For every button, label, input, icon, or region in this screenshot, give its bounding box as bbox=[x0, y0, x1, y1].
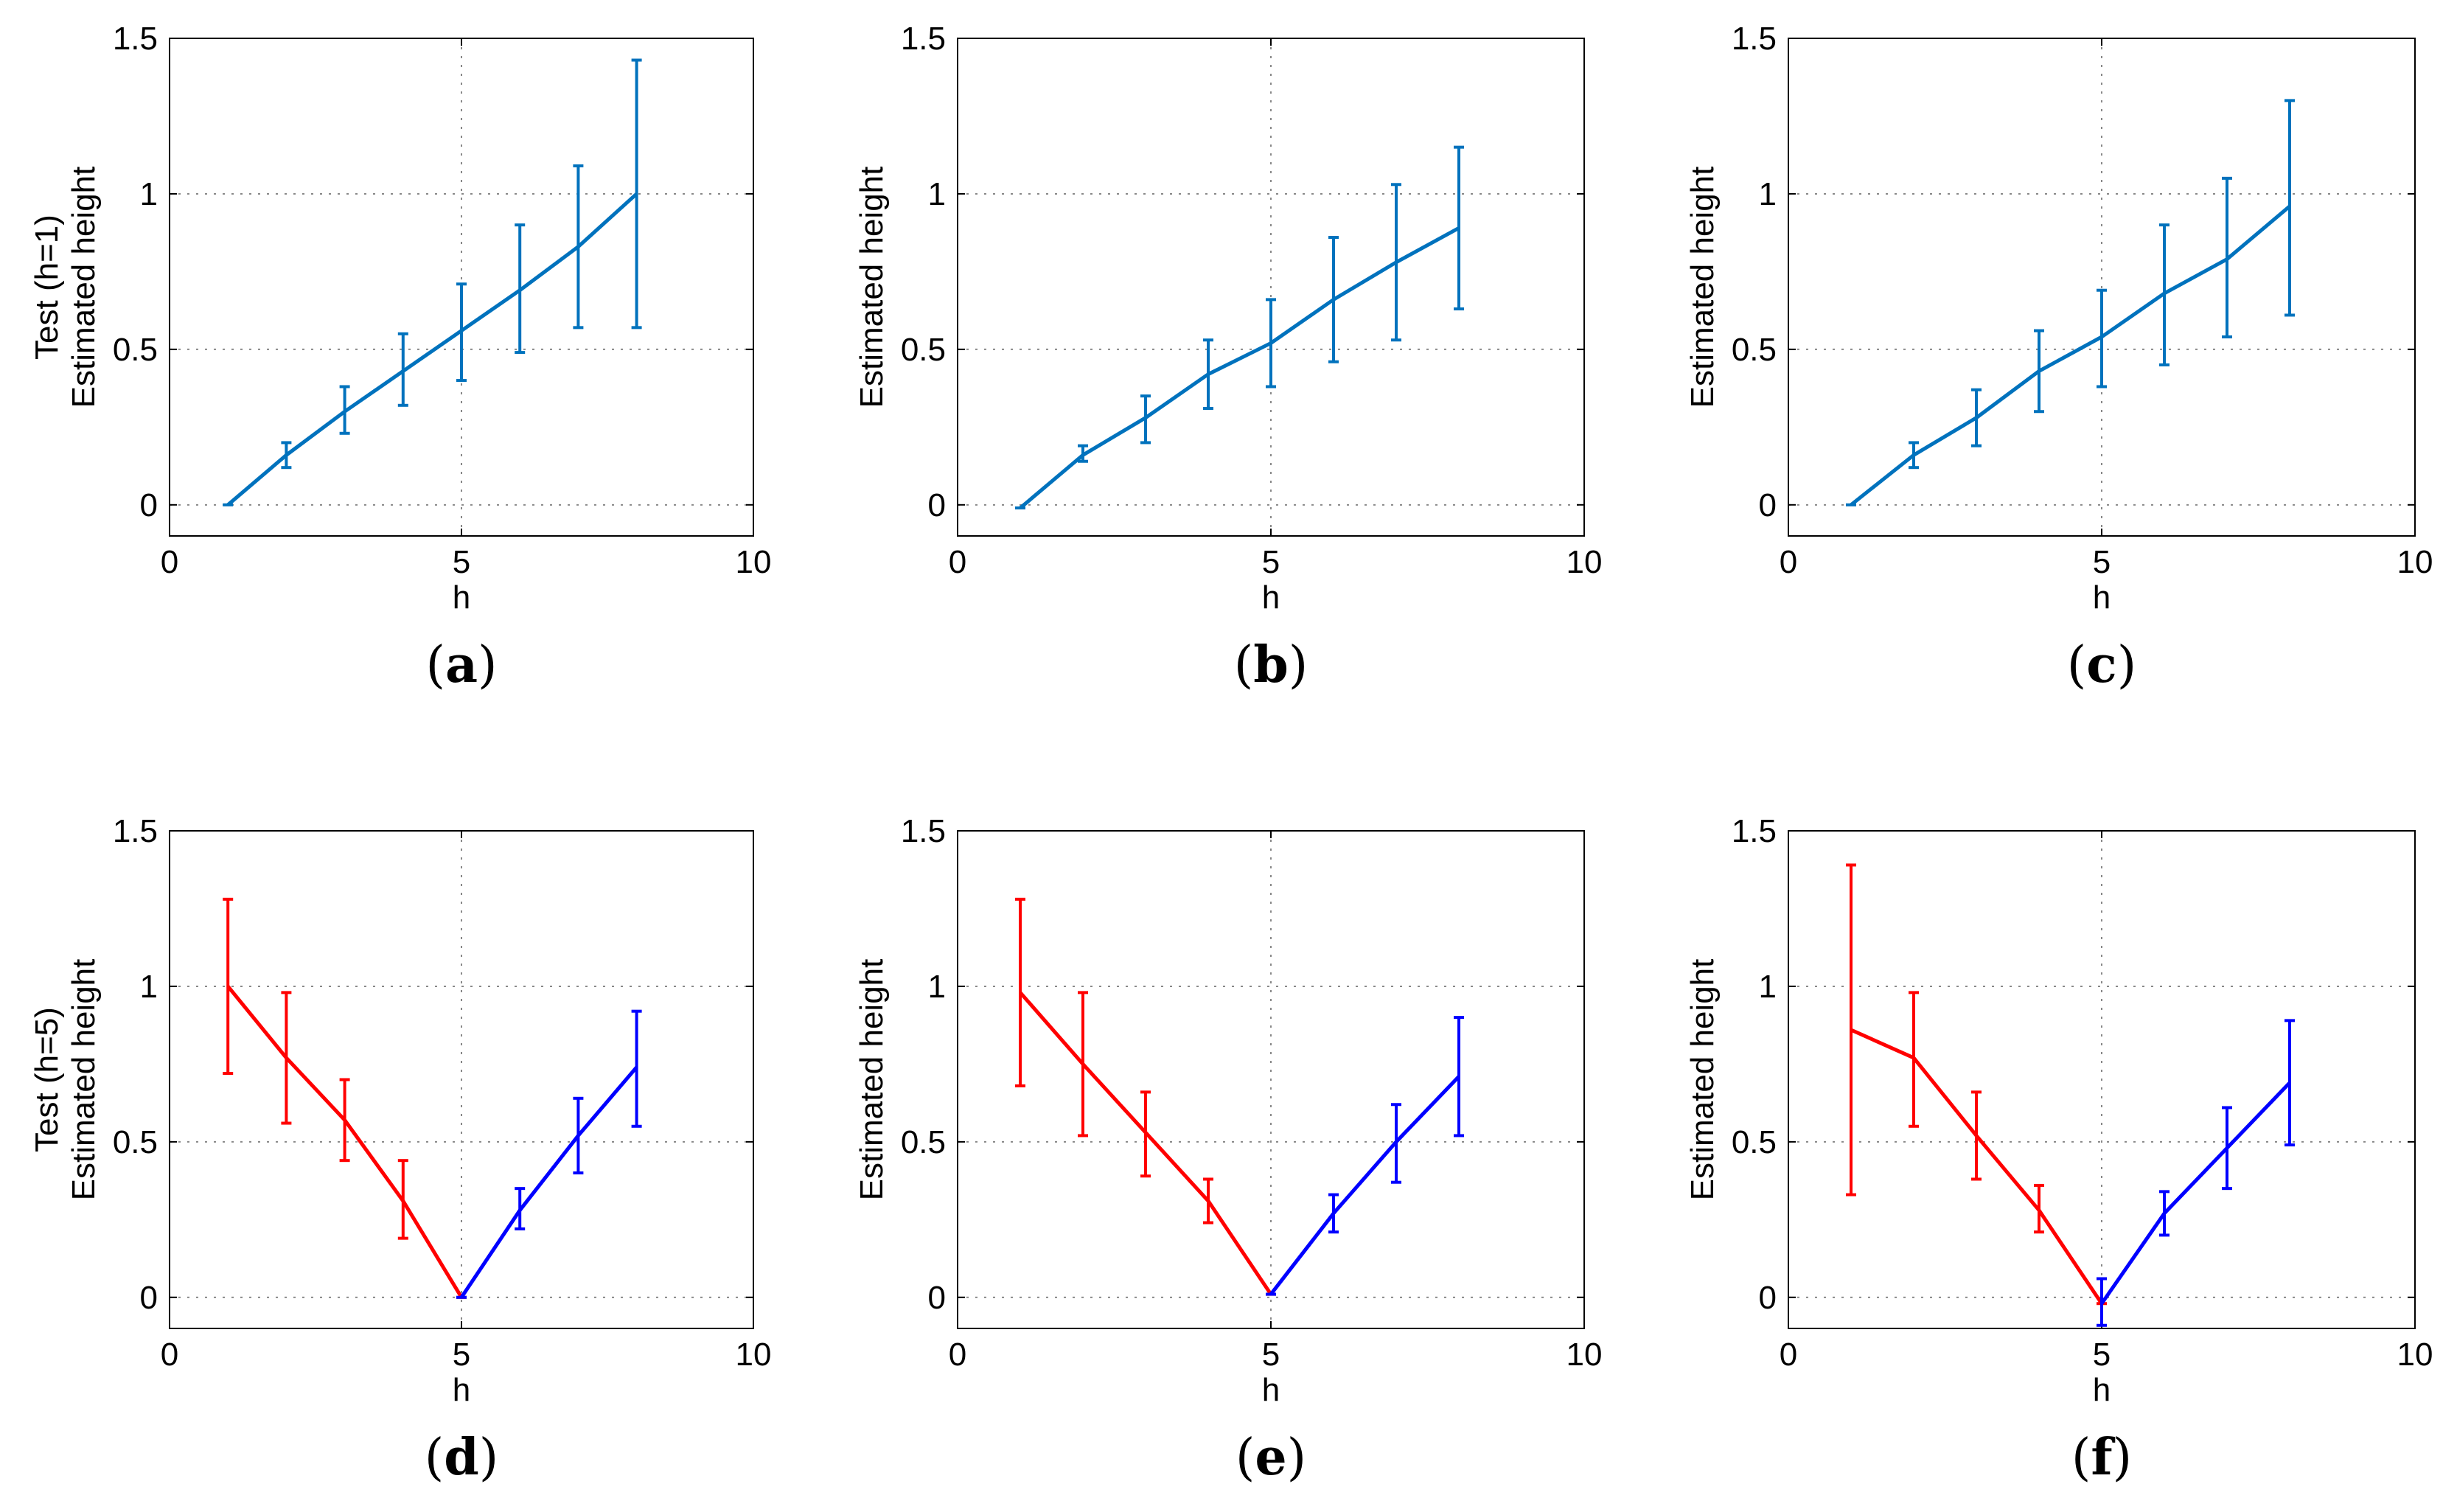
y-tick-label: 0.5 bbox=[113, 1124, 158, 1160]
caption-paren: ) bbox=[1289, 636, 1308, 694]
x-axis-label: h bbox=[2093, 1372, 2111, 1408]
caption-paren: ( bbox=[2067, 636, 2087, 694]
y-tick-label: 1.5 bbox=[901, 813, 946, 849]
panel-e: 0 5 10 0 0.5 1 1.5 h Estimated height (e) bbox=[854, 813, 1602, 1487]
y-axis-label: Estimated height bbox=[66, 167, 102, 408]
x-axis-label: h bbox=[453, 579, 470, 616]
x-tick-label: 5 bbox=[2093, 1337, 2111, 1373]
y-tick-label: 0 bbox=[140, 487, 158, 523]
x-tick-label: 0 bbox=[1780, 1337, 1797, 1373]
caption-letter: c bbox=[2086, 635, 2116, 694]
y-tick-label: 1.5 bbox=[113, 21, 158, 57]
panel-f: 0 5 10 0 0.5 1 1.5 h Estimated height (f) bbox=[1684, 813, 2433, 1487]
panel-a: 0 5 10 0 0.5 1 1.5 h Test (h=1) Estimated height (… bbox=[29, 21, 771, 694]
x-axis-label: h bbox=[2093, 579, 2111, 616]
series-line bbox=[1850, 204, 2291, 506]
series-line bbox=[2099, 1081, 2291, 1305]
y-tick-label: 1 bbox=[1759, 969, 1777, 1005]
caption-paren: ( bbox=[2071, 1429, 2091, 1487]
panel-caption: (b) bbox=[1234, 635, 1308, 694]
x-tick-label: 10 bbox=[736, 1337, 772, 1373]
y-tick-label: 0.5 bbox=[1732, 332, 1777, 368]
panel-caption: (c) bbox=[2067, 635, 2136, 694]
panel-c: 0 5 10 0 0.5 1 1.5 h Estimated height (c) bbox=[1684, 21, 2433, 694]
y-axis-label: Estimated height bbox=[854, 167, 890, 408]
x-tick-label: 10 bbox=[736, 544, 772, 580]
y-axis-label-test: Test (h=5) bbox=[29, 1007, 65, 1152]
y-tick-label: 0.5 bbox=[901, 1124, 946, 1160]
y-tick-label: 0 bbox=[1759, 487, 1777, 523]
y-tick-label: 1 bbox=[928, 176, 946, 212]
panel-caption: (e) bbox=[1236, 1428, 1306, 1487]
caption-paren: ( bbox=[1234, 636, 1254, 694]
y-tick-label: 0 bbox=[1759, 1280, 1777, 1316]
x-tick-label: 5 bbox=[1262, 1337, 1280, 1373]
x-axis-label: h bbox=[453, 1372, 470, 1408]
y-tick-label: 1.5 bbox=[1732, 21, 1777, 57]
y-tick-label: 0.5 bbox=[1732, 1124, 1777, 1160]
x-tick-label: 10 bbox=[1566, 544, 1603, 580]
caption-letter: e bbox=[1255, 1428, 1286, 1487]
y-tick-label: 0 bbox=[928, 1280, 946, 1316]
y-tick-label: 0.5 bbox=[113, 332, 158, 368]
series-line bbox=[226, 192, 638, 506]
y-tick-label: 1 bbox=[140, 176, 158, 212]
y-axis-label: Estimated height bbox=[854, 959, 890, 1201]
caption-letter: d bbox=[444, 1428, 479, 1487]
caption-paren: ) bbox=[478, 636, 498, 694]
y-axis-label: Estimated height bbox=[1684, 167, 1721, 408]
x-tick-label: 10 bbox=[2397, 1337, 2433, 1373]
y-tick-label: 1.5 bbox=[1732, 813, 1777, 849]
caption-letter: f bbox=[2091, 1428, 2115, 1487]
caption-paren: ) bbox=[1287, 1429, 1307, 1487]
x-tick-label: 5 bbox=[453, 544, 470, 580]
caption-letter: b bbox=[1253, 635, 1289, 694]
panel-caption: (a) bbox=[425, 635, 497, 694]
y-tick-label: 1 bbox=[140, 969, 158, 1005]
x-tick-label: 5 bbox=[2093, 544, 2111, 580]
caption-paren: ( bbox=[425, 636, 445, 694]
y-tick-label: 0 bbox=[928, 487, 946, 523]
y-tick-label: 0 bbox=[140, 1280, 158, 1316]
y-tick-label: 1.5 bbox=[901, 21, 946, 57]
x-axis-label: h bbox=[1262, 579, 1280, 616]
series-line bbox=[1269, 1075, 1460, 1296]
x-tick-label: 0 bbox=[949, 544, 966, 580]
y-axis-label: Estimated height bbox=[66, 959, 102, 1201]
y-axis-label: Estimated height bbox=[1684, 959, 1721, 1201]
caption-paren: ) bbox=[2113, 1429, 2133, 1487]
x-tick-label: 10 bbox=[1566, 1337, 1603, 1373]
caption-paren: ( bbox=[425, 1429, 445, 1487]
panel-d: 0 5 10 0 0.5 1 1.5 h Test (h=5) Estimated height (… bbox=[29, 813, 771, 1487]
panel-caption: (f) bbox=[2071, 1428, 2132, 1487]
x-tick-label: 5 bbox=[453, 1337, 470, 1373]
caption-paren: ) bbox=[479, 1429, 499, 1487]
x-tick-label: 0 bbox=[161, 1337, 178, 1373]
x-tick-label: 0 bbox=[949, 1337, 966, 1373]
y-tick-label: 1 bbox=[928, 969, 946, 1005]
y-axis-label-test: Test (h=1) bbox=[29, 215, 65, 360]
x-tick-label: 0 bbox=[1780, 544, 1797, 580]
x-tick-label: 10 bbox=[2397, 544, 2433, 580]
y-tick-label: 0.5 bbox=[901, 332, 946, 368]
series-line bbox=[459, 1066, 638, 1299]
y-tick-label: 1 bbox=[1759, 176, 1777, 212]
caption-paren: ) bbox=[2117, 636, 2137, 694]
caption-paren: ( bbox=[1236, 1429, 1255, 1487]
x-tick-label: 5 bbox=[1262, 544, 1280, 580]
y-tick-label: 1.5 bbox=[113, 813, 158, 849]
panel-b: 0 5 10 0 0.5 1 1.5 h Estimated height (b) bbox=[854, 21, 1602, 694]
panel-caption: (d) bbox=[425, 1428, 499, 1487]
x-tick-label: 0 bbox=[161, 544, 178, 580]
x-axis-label: h bbox=[1262, 1372, 1280, 1408]
series-line bbox=[1019, 226, 1460, 509]
caption-letter: a bbox=[445, 635, 478, 694]
